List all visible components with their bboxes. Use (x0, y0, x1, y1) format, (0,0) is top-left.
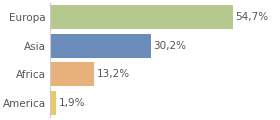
Bar (50, 62, 94, 87)
Text: 1,9%: 1,9% (59, 98, 86, 108)
Text: 13,2%: 13,2% (97, 69, 130, 79)
Bar (50, 33, 151, 58)
Bar (50, 91, 56, 115)
Text: 54,7%: 54,7% (235, 12, 269, 22)
Bar (50, 5, 233, 29)
Text: 30,2%: 30,2% (154, 41, 187, 51)
